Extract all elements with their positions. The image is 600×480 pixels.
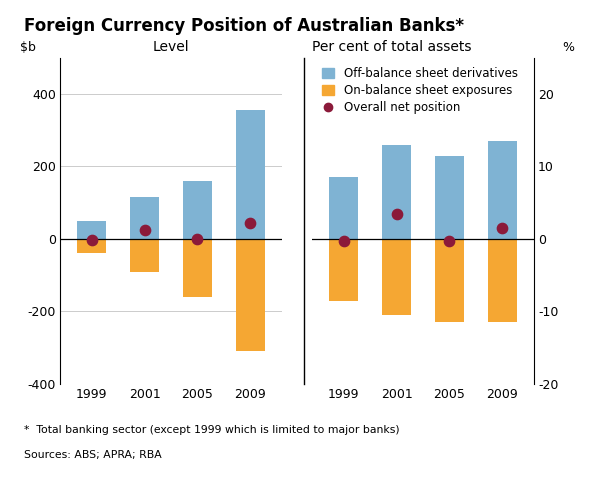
- Bar: [488, 141, 517, 239]
- Bar: [130, 197, 159, 239]
- Bar: [329, 239, 358, 300]
- Bar: [382, 239, 411, 315]
- Point: [497, 224, 507, 232]
- Point: [339, 237, 349, 245]
- Point: [392, 210, 401, 217]
- Text: Sources: ABS; APRA; RBA: Sources: ABS; APRA; RBA: [24, 450, 162, 460]
- Point: [193, 235, 202, 243]
- Text: Foreign Currency Position of Australian Banks*: Foreign Currency Position of Australian …: [24, 17, 464, 35]
- Bar: [183, 239, 212, 297]
- Legend: Off-balance sheet derivatives, On-balance sheet exposures, Overall net position: Off-balance sheet derivatives, On-balanc…: [322, 67, 518, 114]
- Bar: [382, 144, 411, 239]
- Point: [87, 236, 97, 243]
- Point: [245, 219, 255, 227]
- Bar: [488, 239, 517, 323]
- Bar: [435, 239, 464, 323]
- Text: Per cent of total assets: Per cent of total assets: [312, 40, 472, 54]
- Point: [445, 237, 454, 245]
- Bar: [77, 221, 106, 239]
- Bar: [77, 239, 106, 253]
- Bar: [236, 239, 265, 351]
- Bar: [329, 177, 358, 239]
- Bar: [130, 239, 159, 272]
- Text: $b: $b: [20, 41, 36, 54]
- Bar: [435, 156, 464, 239]
- Text: *  Total banking sector (except 1999 which is limited to major banks): * Total banking sector (except 1999 whic…: [24, 425, 400, 435]
- Text: Level: Level: [152, 40, 190, 54]
- Bar: [236, 110, 265, 239]
- Point: [140, 226, 149, 234]
- Bar: [183, 181, 212, 239]
- Text: %: %: [562, 41, 574, 54]
